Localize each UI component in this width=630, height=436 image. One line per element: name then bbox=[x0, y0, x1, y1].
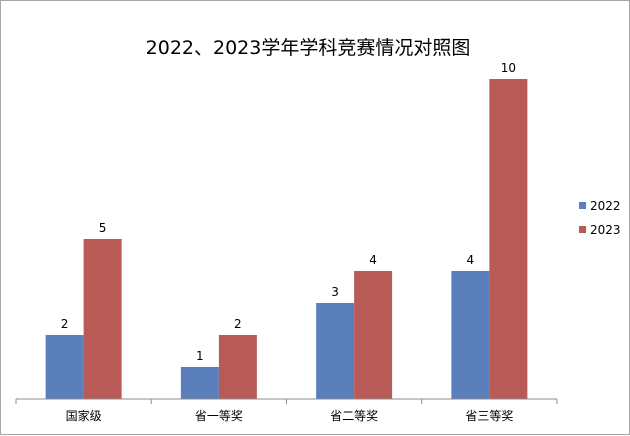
data-label-2022-2: 1 bbox=[196, 349, 204, 363]
x-tick-label-4: 省三等奖 bbox=[465, 409, 513, 423]
x-tick-label-1: 国家级 bbox=[66, 408, 102, 423]
legend-swatch-2023 bbox=[579, 226, 586, 233]
data-label-2022-4: 4 bbox=[467, 253, 475, 267]
data-label-2023-3: 4 bbox=[369, 253, 377, 267]
bar-2022-3 bbox=[316, 303, 355, 399]
data-label-2023-2: 2 bbox=[234, 317, 242, 331]
bar-2023-3 bbox=[354, 271, 393, 399]
chart-title: 2022、2023学年学科竞赛情况对照图 bbox=[146, 37, 471, 59]
bar-2022-2 bbox=[180, 367, 219, 399]
data-label-2023-4: 10 bbox=[501, 61, 516, 75]
bar-2023-4 bbox=[489, 79, 528, 399]
bar-2023-2 bbox=[218, 335, 257, 399]
data-label-2023-1: 5 bbox=[99, 221, 107, 235]
data-label-2022-1: 2 bbox=[61, 317, 69, 331]
bar-2022-4 bbox=[451, 271, 490, 399]
legend-label-2022: 2022 bbox=[590, 199, 621, 213]
bar-2022-1 bbox=[45, 335, 84, 399]
legend-label-2023: 2023 bbox=[590, 223, 621, 237]
legend-swatch-2022 bbox=[579, 202, 586, 209]
x-tick-label-2: 省一等奖 bbox=[195, 409, 243, 423]
x-tick-label-3: 省二等奖 bbox=[330, 409, 378, 423]
bar-2023-1 bbox=[83, 239, 122, 399]
data-label-2022-3: 3 bbox=[331, 285, 339, 299]
plot-area: 2 5 1 2 3 4 4 10 国家级 省一等奖 省二等奖 省三等奖 bbox=[15, 61, 558, 423]
legend: 2022 2023 bbox=[579, 199, 621, 237]
